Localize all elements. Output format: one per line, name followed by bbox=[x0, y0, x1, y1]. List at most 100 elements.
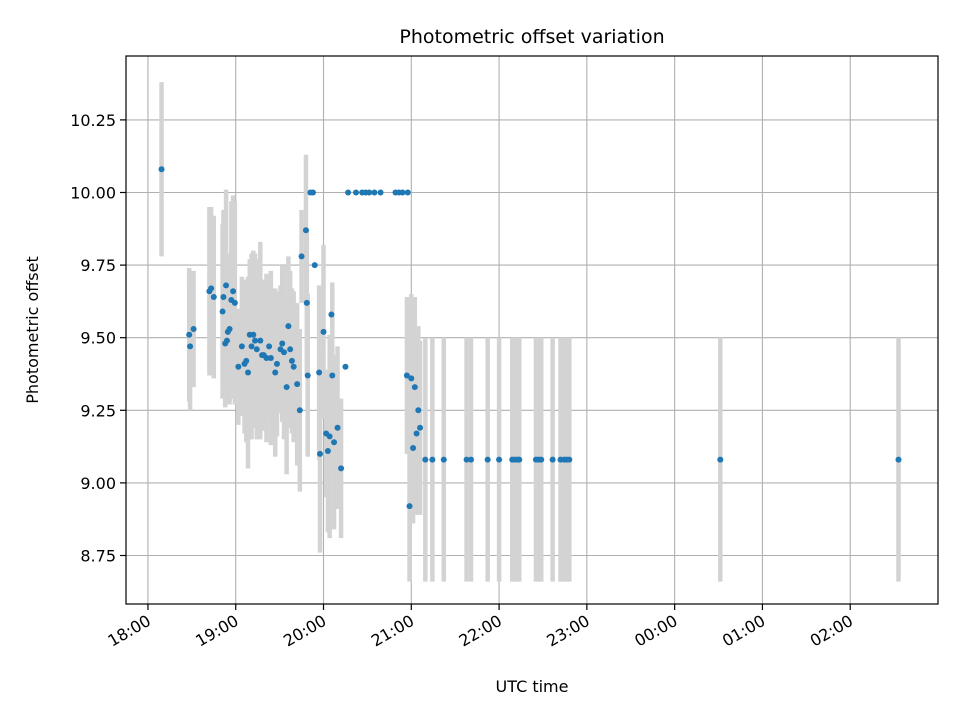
data-point bbox=[250, 331, 257, 338]
data-point bbox=[243, 357, 250, 364]
x-tick-label: 21:00 bbox=[368, 611, 417, 651]
data-point bbox=[257, 337, 264, 344]
data-point bbox=[345, 189, 352, 196]
data-point bbox=[496, 456, 503, 463]
data-point bbox=[406, 503, 413, 510]
x-tick-label: 20:00 bbox=[280, 611, 329, 651]
data-point bbox=[158, 166, 165, 173]
data-point bbox=[210, 294, 217, 301]
data-point bbox=[352, 189, 359, 196]
data-point bbox=[208, 285, 215, 292]
y-axis-title: Photometric offset bbox=[23, 256, 42, 404]
data-point bbox=[231, 299, 238, 306]
data-point bbox=[226, 325, 233, 332]
data-point bbox=[342, 363, 349, 370]
data-point bbox=[223, 337, 230, 344]
data-point bbox=[404, 189, 411, 196]
data-point bbox=[294, 381, 301, 388]
y-tick-label: 8.75 bbox=[80, 547, 116, 566]
data-point bbox=[326, 433, 333, 440]
data-point bbox=[324, 447, 331, 454]
x-tick-label: 02:00 bbox=[807, 611, 856, 651]
data-point bbox=[296, 407, 303, 414]
data-point bbox=[281, 349, 288, 356]
data-point bbox=[366, 189, 373, 196]
data-point bbox=[235, 363, 242, 370]
data-point bbox=[463, 456, 470, 463]
data-point bbox=[440, 456, 447, 463]
y-tick-label: 9.75 bbox=[80, 256, 116, 275]
x-tick-label: 00:00 bbox=[631, 611, 680, 651]
data-point bbox=[273, 360, 280, 367]
data-point bbox=[219, 308, 226, 315]
data-point bbox=[303, 299, 310, 306]
y-tick-label: 9.25 bbox=[80, 401, 116, 420]
data-point bbox=[248, 343, 255, 350]
data-point bbox=[415, 407, 422, 414]
data-point bbox=[302, 227, 309, 234]
data-point bbox=[253, 346, 260, 353]
data-point bbox=[413, 430, 420, 437]
data-point bbox=[288, 357, 295, 364]
data-point bbox=[316, 369, 323, 376]
data-point bbox=[298, 253, 305, 260]
data-point bbox=[287, 346, 294, 353]
x-tick-label: 23:00 bbox=[543, 611, 592, 651]
data-point bbox=[338, 465, 345, 472]
data-point bbox=[304, 372, 311, 379]
data-point bbox=[285, 323, 292, 330]
y-tick-label: 10.00 bbox=[70, 183, 116, 202]
data-point bbox=[220, 294, 227, 301]
data-point bbox=[411, 384, 418, 391]
data-point bbox=[230, 288, 237, 295]
y-tick-label: 10.25 bbox=[70, 111, 116, 130]
x-tick-label: 19:00 bbox=[192, 611, 241, 651]
chart-title: Photometric offset variation bbox=[399, 26, 664, 48]
data-point bbox=[717, 456, 724, 463]
data-point bbox=[417, 424, 424, 431]
data-point bbox=[538, 456, 545, 463]
data-point bbox=[331, 439, 338, 446]
data-point bbox=[272, 369, 279, 376]
data-point bbox=[484, 456, 491, 463]
data-point bbox=[223, 282, 230, 289]
x-axis-title: UTC time bbox=[496, 677, 569, 696]
data-point bbox=[371, 189, 378, 196]
y-tick-label: 9.50 bbox=[80, 329, 116, 348]
data-point bbox=[283, 384, 290, 391]
data-point bbox=[334, 424, 341, 431]
data-point bbox=[410, 445, 417, 452]
data-point bbox=[516, 456, 523, 463]
data-point bbox=[429, 456, 436, 463]
data-point bbox=[279, 340, 286, 347]
data-point bbox=[290, 363, 297, 370]
x-tick-label: 18:00 bbox=[105, 611, 154, 651]
y-tick-label: 9.00 bbox=[80, 474, 116, 493]
data-point bbox=[187, 343, 194, 350]
data-point bbox=[252, 337, 259, 344]
data-point bbox=[403, 372, 410, 379]
data-point bbox=[422, 456, 429, 463]
data-point bbox=[467, 456, 474, 463]
data-point bbox=[566, 456, 573, 463]
data-point bbox=[263, 355, 270, 362]
data-point bbox=[190, 325, 197, 332]
data-point bbox=[317, 450, 324, 457]
data-point bbox=[267, 355, 274, 362]
x-tick-label: 01:00 bbox=[719, 611, 768, 651]
data-point bbox=[895, 456, 902, 463]
x-tick-label: 22:00 bbox=[456, 611, 505, 651]
data-point bbox=[245, 369, 252, 376]
data-point bbox=[238, 343, 245, 350]
data-point bbox=[329, 372, 336, 379]
data-point bbox=[549, 456, 556, 463]
plot-frame bbox=[125, 55, 939, 605]
error-bars bbox=[159, 82, 901, 582]
data-point bbox=[186, 331, 193, 338]
data-point bbox=[408, 375, 415, 382]
x-axis-ticks: 18:00 19:00 20:00 21:00 22:00 23:00 00:00 01:00… bbox=[105, 604, 856, 651]
data-point bbox=[328, 311, 335, 318]
data-point bbox=[311, 262, 318, 269]
data-point bbox=[309, 189, 316, 196]
